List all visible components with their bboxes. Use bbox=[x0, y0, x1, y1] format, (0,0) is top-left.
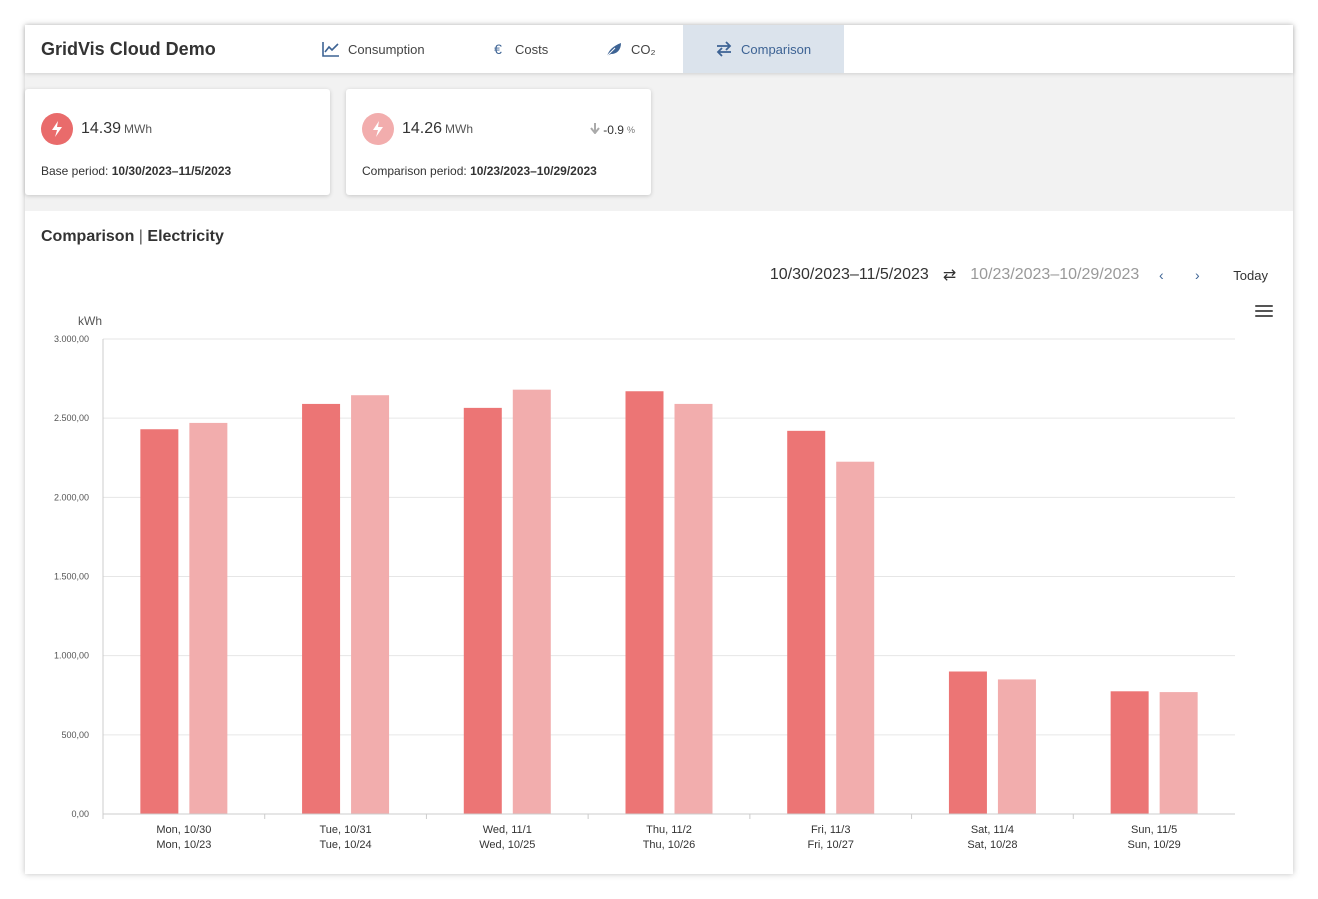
today-button[interactable]: Today bbox=[1233, 267, 1268, 283]
x-tick-label: Wed, 10/25 bbox=[479, 839, 535, 851]
bar bbox=[997, 679, 1036, 814]
x-tick-label: Mon, 10/23 bbox=[156, 839, 211, 851]
bar bbox=[1159, 692, 1198, 814]
chevron-right-icon[interactable]: › bbox=[1194, 267, 1200, 283]
kpi-delta: -0.9% bbox=[590, 122, 635, 137]
kpi-period: Comparison period: 10/23/2023–10/29/2023 bbox=[362, 164, 597, 178]
tab-label: Costs bbox=[515, 41, 549, 57]
y-tick-label: 1.000,00 bbox=[54, 651, 89, 661]
comparison-panel: Comparison | Electricity 10/30/2023–11/5… bbox=[25, 211, 1293, 874]
lightning-icon bbox=[362, 113, 394, 145]
app-window: GridVis Cloud Demo Consumption € Costs C… bbox=[25, 25, 1293, 874]
comparison-date-range[interactable]: 10/23/2023–10/29/2023 bbox=[970, 266, 1140, 283]
bar bbox=[674, 403, 713, 814]
y-tick-label: 3.000,00 bbox=[54, 334, 89, 344]
leaf-icon bbox=[605, 40, 623, 58]
bar bbox=[512, 389, 551, 814]
euro-icon: € bbox=[494, 41, 502, 57]
chevron-left-icon[interactable]: ‹ bbox=[1158, 267, 1164, 283]
tab-label: Consumption bbox=[348, 41, 425, 57]
kpi-period: Base period: 10/30/2023–11/5/2023 bbox=[41, 164, 232, 178]
y-tick-label: 1.500,00 bbox=[54, 572, 89, 582]
bar bbox=[463, 407, 502, 814]
chart-grid bbox=[103, 338, 1235, 815]
bar bbox=[302, 403, 341, 814]
lightning-icon bbox=[41, 113, 73, 145]
x-tick-label: Thu, 11/2 bbox=[646, 824, 692, 836]
bar bbox=[351, 395, 390, 814]
date-range-selector: 10/30/2023–11/5/2023 ⇄ 10/23/2023–10/29/… bbox=[770, 263, 1268, 287]
swap-icon[interactable]: ⇄ bbox=[942, 267, 957, 284]
y-axis-label: kWh bbox=[78, 314, 102, 328]
x-tick-label: Wed, 11/1 bbox=[483, 824, 532, 836]
bar bbox=[140, 429, 179, 814]
tab-co2[interactable]: CO₂ bbox=[573, 25, 688, 73]
x-tick-label: Sun, 10/29 bbox=[1128, 839, 1181, 851]
kpi-card-comparison: 14.26 MWh -0.9% Comparison period: 10/23/… bbox=[346, 89, 651, 195]
y-tick-label: 500,00 bbox=[61, 730, 89, 740]
y-axis: 0,00 500,00 1.000,00 1.500,00 2.000,00 2.500,… bbox=[54, 334, 104, 819]
bar-chart: 0,00 500,00 1.000,00 1.500,00 2.000,00 2.500,… bbox=[54, 314, 1235, 851]
y-tick-label: 2.500,00 bbox=[54, 413, 89, 423]
kpi-value: 14.26 MWh bbox=[402, 120, 474, 137]
line-chart-icon bbox=[322, 40, 340, 58]
base-date-range[interactable]: 10/30/2023–11/5/2023 bbox=[769, 266, 929, 283]
x-tick-label: Sun, 11/5 bbox=[1131, 824, 1177, 836]
x-tick-label: Tue, 10/24 bbox=[319, 839, 371, 851]
bar bbox=[836, 461, 875, 814]
swap-arrows-icon bbox=[715, 40, 733, 58]
bar bbox=[948, 671, 987, 814]
x-tick-label: Mon, 10/30 bbox=[156, 824, 211, 836]
bar bbox=[625, 391, 664, 814]
kpi-card-base: 14.39 MWh Base period: 10/30/2023–11/5/20… bbox=[25, 89, 330, 195]
tab-costs[interactable]: € Costs bbox=[457, 25, 580, 73]
y-tick-label: 0,00 bbox=[71, 809, 89, 819]
arrow-down-icon bbox=[590, 122, 601, 137]
x-tick-label: Sat, 11/4 bbox=[971, 824, 1014, 836]
bar bbox=[189, 422, 228, 814]
bar bbox=[787, 430, 826, 814]
x-tick-label: Sat, 10/28 bbox=[967, 839, 1017, 851]
panel-title: Comparison | Electricity bbox=[41, 228, 224, 245]
x-tick-label: Fri, 11/3 bbox=[811, 824, 851, 836]
app-title: GridVis Cloud Demo bbox=[41, 39, 216, 59]
x-axis: Mon, 10/30 Mon, 10/23 Tue, 10/31 Tue, 10/24… bbox=[102, 813, 1235, 851]
tab-label: CO₂ bbox=[631, 41, 656, 57]
x-tick-label: Fri, 10/27 bbox=[807, 839, 853, 851]
tab-consumption[interactable]: Consumption bbox=[290, 25, 457, 73]
kpi-value: 14.39 MWh bbox=[81, 120, 153, 137]
x-tick-label: Thu, 10/26 bbox=[643, 839, 696, 851]
top-navigation-bar: GridVis Cloud Demo Consumption € Costs C… bbox=[25, 25, 1293, 73]
y-tick-label: 2.000,00 bbox=[54, 492, 89, 502]
chart-bars bbox=[140, 389, 1198, 814]
tab-comparison[interactable]: Comparison bbox=[683, 25, 844, 73]
tab-label: Comparison bbox=[741, 41, 812, 57]
bar bbox=[1110, 691, 1149, 814]
x-tick-label: Tue, 10/31 bbox=[319, 824, 371, 836]
hamburger-menu-icon[interactable] bbox=[1255, 305, 1273, 319]
